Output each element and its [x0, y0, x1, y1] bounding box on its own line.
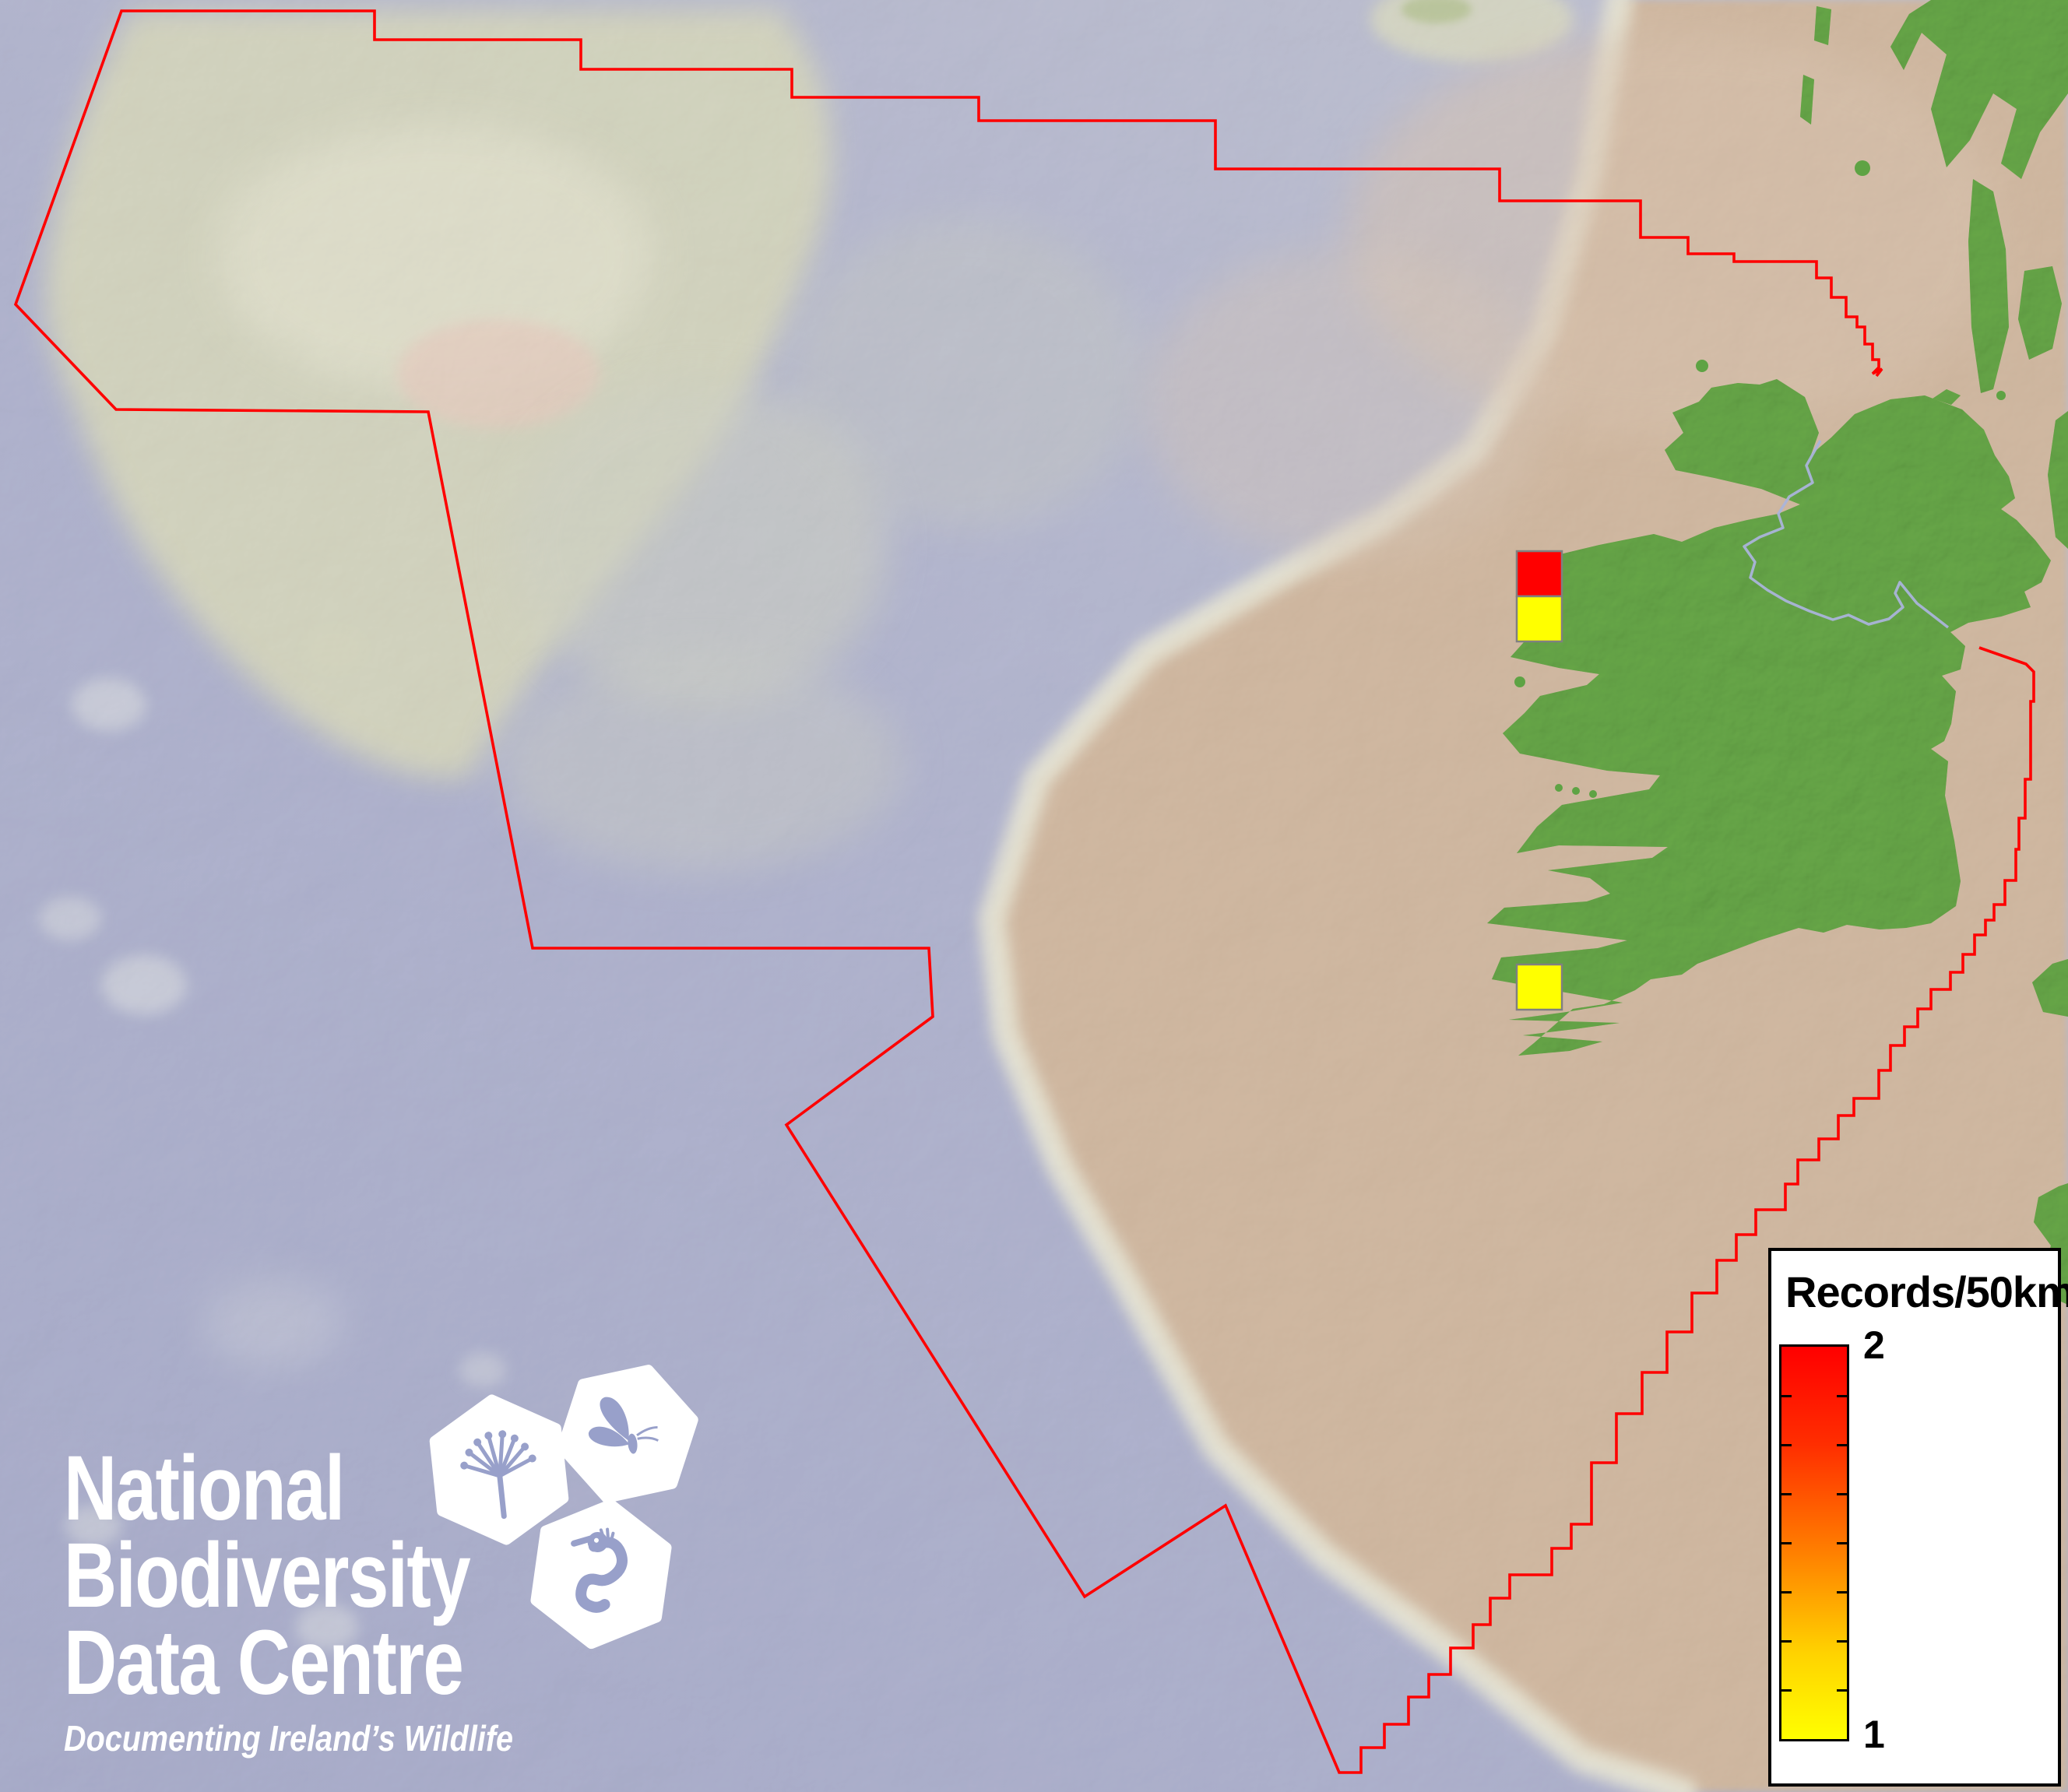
record-cell[interactable]: [1515, 550, 1563, 598]
colorbar-tick: [1781, 1542, 1792, 1544]
nbdc-logo-text: National Biodiversity Data Centre Docume…: [64, 1437, 586, 1759]
logo-tagline: Documenting Ireland’s Wildlife: [64, 1718, 514, 1759]
colorbar-tick: [1837, 1689, 1847, 1692]
logo-line-national: National: [64, 1437, 345, 1540]
legend-colorbar: [1779, 1344, 1849, 1741]
ni-border-line: [1743, 440, 1950, 629]
land-layer: [1487, 0, 2068, 1305]
record-cell[interactable]: [1515, 963, 1563, 1011]
colorbar-tick: [1837, 1493, 1847, 1495]
colorbar-tick: [1837, 1395, 1847, 1397]
designated-area-boundary: [13, 9, 2035, 1774]
colorbar-tick: [1837, 1444, 1847, 1446]
legend-min-label: 1: [1863, 1713, 1885, 1756]
record-markers[interactable]: [1515, 550, 1563, 1011]
colorbar-tick: [1781, 1689, 1792, 1692]
colorbar-tick: [1837, 1591, 1847, 1593]
legend-max-label: 2: [1863, 1323, 1885, 1367]
plant-umbel-icon: [460, 1430, 536, 1520]
colorbar-tick: [1781, 1395, 1792, 1397]
colorbar-tick: [1837, 1640, 1847, 1643]
legend-panel: Records/50km 2 1: [1768, 1248, 2068, 1787]
seahorse-icon: [571, 1527, 628, 1613]
record-cell[interactable]: [1515, 595, 1563, 643]
nbdc-logo-hexagons: [429, 1365, 698, 1650]
colorbar-tick: [1781, 1493, 1792, 1495]
logo-line-data-centre: Data Centre: [64, 1611, 464, 1714]
butterfly-icon: [589, 1397, 659, 1454]
colorbar-tick: [1781, 1444, 1792, 1446]
seahorse-hexagon: [530, 1499, 672, 1650]
colorbar-tick: [1781, 1591, 1792, 1593]
colorbar-tick: [1781, 1640, 1792, 1643]
colorbar-tick: [1837, 1542, 1847, 1544]
logo-line-biodiversity: Biodiversity: [64, 1524, 471, 1627]
legend-title: Records/50km: [1785, 1267, 2068, 1316]
